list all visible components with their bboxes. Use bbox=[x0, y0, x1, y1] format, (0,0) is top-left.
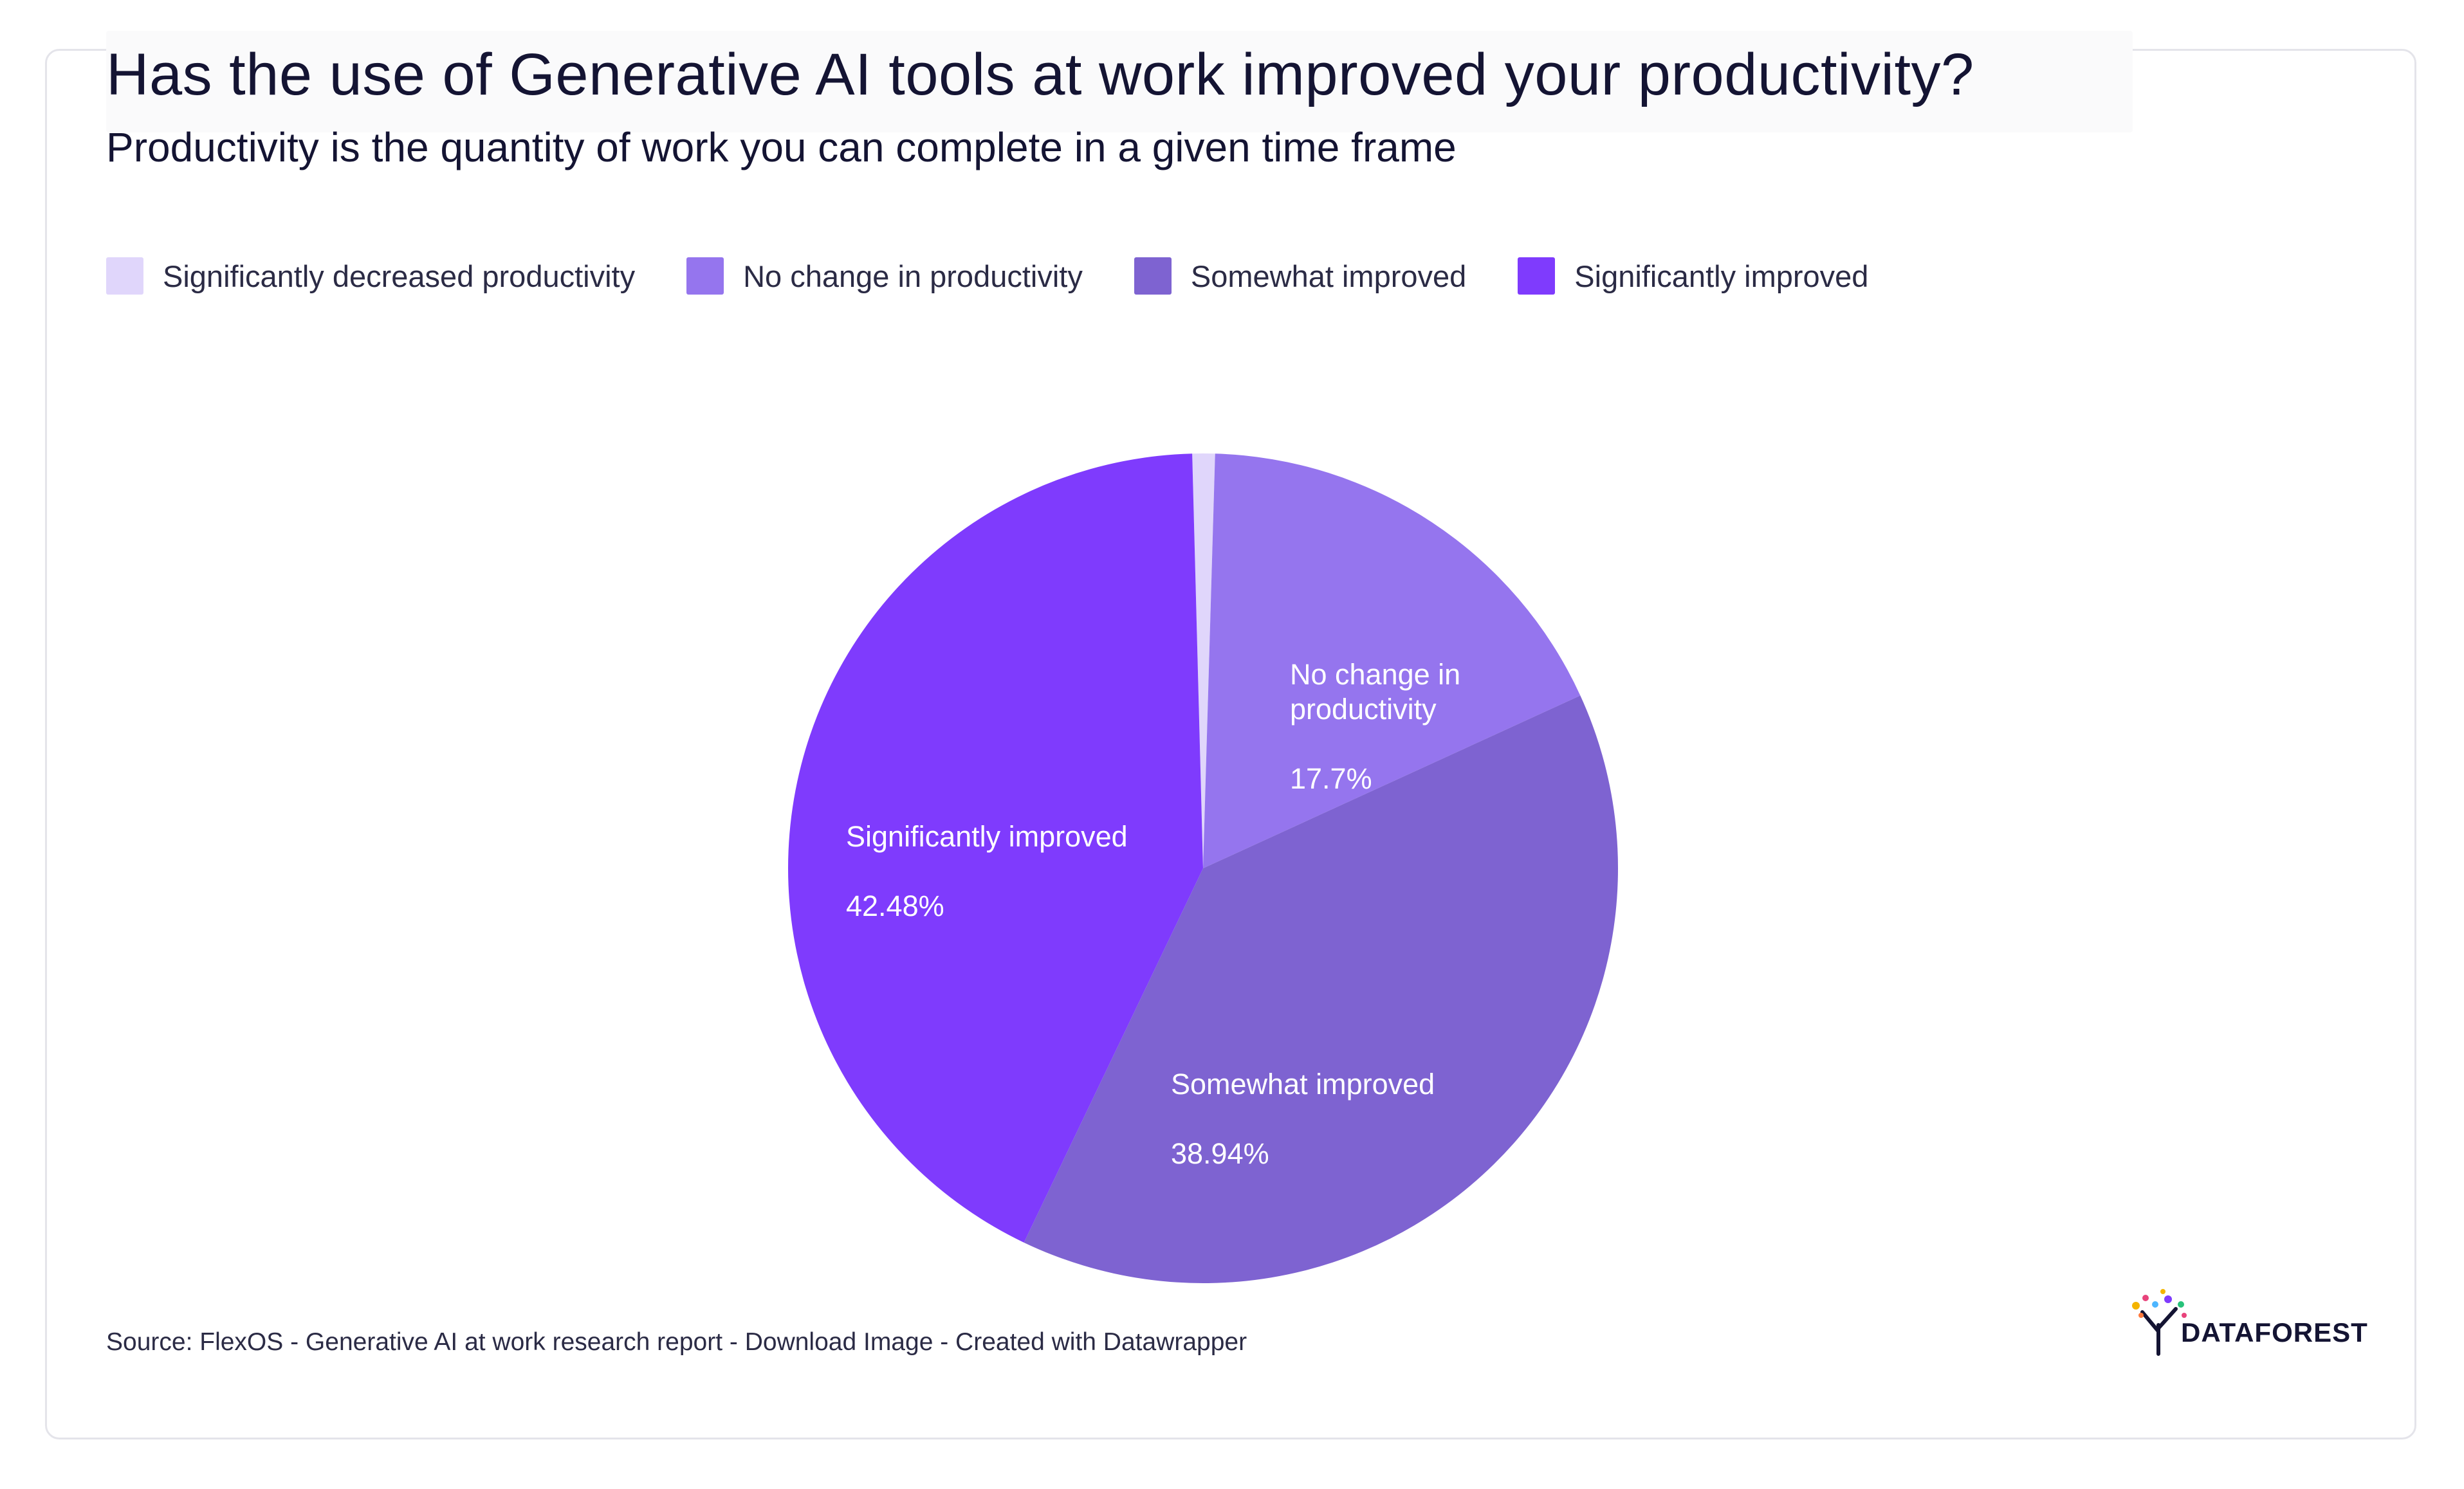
legend-item: Significantly improved bbox=[1518, 257, 1868, 295]
legend-item: No change in productivity bbox=[686, 257, 1083, 295]
slice-label-significantly: Significantly improved 42.48% bbox=[846, 785, 1128, 924]
source-note: Source: FlexOS - Generative AI at work r… bbox=[106, 1328, 1247, 1356]
legend-label: Significantly improved bbox=[1574, 259, 1869, 293]
legend: Significantly decreased productivity No … bbox=[106, 257, 1920, 295]
legend-item: Significantly decreased productivity bbox=[106, 257, 635, 295]
pie-slice-0 bbox=[1192, 453, 1215, 868]
pie-slice-3 bbox=[787, 453, 1203, 1243]
legend-swatch bbox=[1518, 257, 1556, 295]
dataforest-logo: DATAFOREST bbox=[2123, 1286, 2368, 1357]
slice-label-name: No change in productivity bbox=[1290, 658, 1461, 726]
slice-label-somewhat: Somewhat improved 38.94% bbox=[1171, 1032, 1435, 1171]
slice-label-no-change: No change in productivity 17.7% bbox=[1290, 623, 1460, 796]
pie-slice-1 bbox=[1203, 453, 1581, 868]
tree-logo-icon bbox=[2132, 1289, 2187, 1356]
chart-title: Has the use of Generative AI tools at wo… bbox=[106, 42, 1974, 107]
legend-item: Somewhat improved bbox=[1134, 257, 1466, 295]
legend-label: Significantly decreased productivity bbox=[163, 259, 636, 293]
legend-swatch bbox=[686, 257, 724, 295]
slice-label-name: Somewhat improved bbox=[1171, 1068, 1435, 1101]
slice-label-value: 42.48% bbox=[846, 890, 944, 922]
title-band bbox=[106, 31, 2133, 132]
legend-swatch bbox=[106, 257, 143, 295]
slice-label-name: Significantly improved bbox=[846, 820, 1128, 853]
logo-text: DATAFOREST bbox=[2181, 1317, 2368, 1347]
slice-label-value: 38.94% bbox=[1171, 1137, 1269, 1170]
slice-label-value: 17.7% bbox=[1290, 762, 1372, 795]
chart-subtitle: Productivity is the quantity of work you… bbox=[106, 124, 1457, 170]
legend-label: Somewhat improved bbox=[1190, 259, 1467, 293]
legend-label: No change in productivity bbox=[743, 259, 1083, 293]
legend-swatch bbox=[1134, 257, 1172, 295]
pie-slice-2 bbox=[1024, 695, 1618, 1283]
